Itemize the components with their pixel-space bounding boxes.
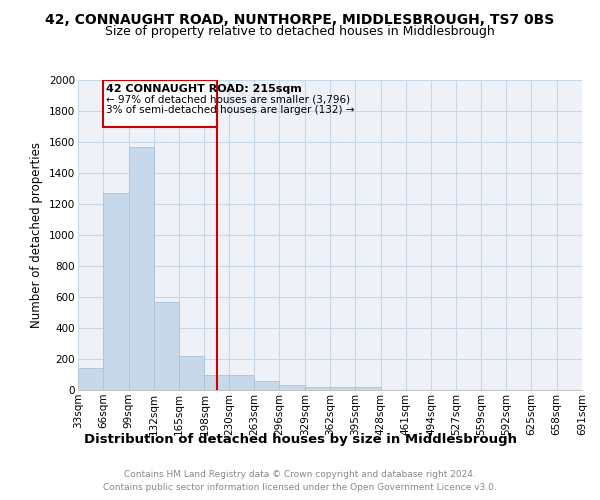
Bar xyxy=(78,368,103,390)
Text: 42 CONNAUGHT ROAD: 215sqm: 42 CONNAUGHT ROAD: 215sqm xyxy=(106,84,302,94)
Bar xyxy=(330,387,355,390)
Text: Size of property relative to detached houses in Middlesbrough: Size of property relative to detached ho… xyxy=(105,25,495,38)
Bar xyxy=(128,146,154,390)
Bar xyxy=(254,380,280,390)
Bar xyxy=(103,80,217,126)
Y-axis label: Number of detached properties: Number of detached properties xyxy=(31,142,43,328)
Bar xyxy=(229,374,254,390)
Text: Contains public sector information licensed under the Open Government Licence v3: Contains public sector information licen… xyxy=(103,482,497,492)
Bar xyxy=(305,387,330,390)
Text: ← 97% of detached houses are smaller (3,796): ← 97% of detached houses are smaller (3,… xyxy=(106,94,350,104)
Bar xyxy=(154,302,179,390)
Bar xyxy=(103,193,128,390)
Text: Distribution of detached houses by size in Middlesbrough: Distribution of detached houses by size … xyxy=(83,432,517,446)
Text: Contains HM Land Registry data © Crown copyright and database right 2024.: Contains HM Land Registry data © Crown c… xyxy=(124,470,476,479)
Bar xyxy=(355,387,380,390)
Bar xyxy=(179,356,205,390)
Text: 42, CONNAUGHT ROAD, NUNTHORPE, MIDDLESBROUGH, TS7 0BS: 42, CONNAUGHT ROAD, NUNTHORPE, MIDDLESBR… xyxy=(46,12,554,26)
Bar xyxy=(280,386,305,390)
Bar xyxy=(205,374,230,390)
Text: 3% of semi-detached houses are larger (132) →: 3% of semi-detached houses are larger (1… xyxy=(106,105,355,115)
